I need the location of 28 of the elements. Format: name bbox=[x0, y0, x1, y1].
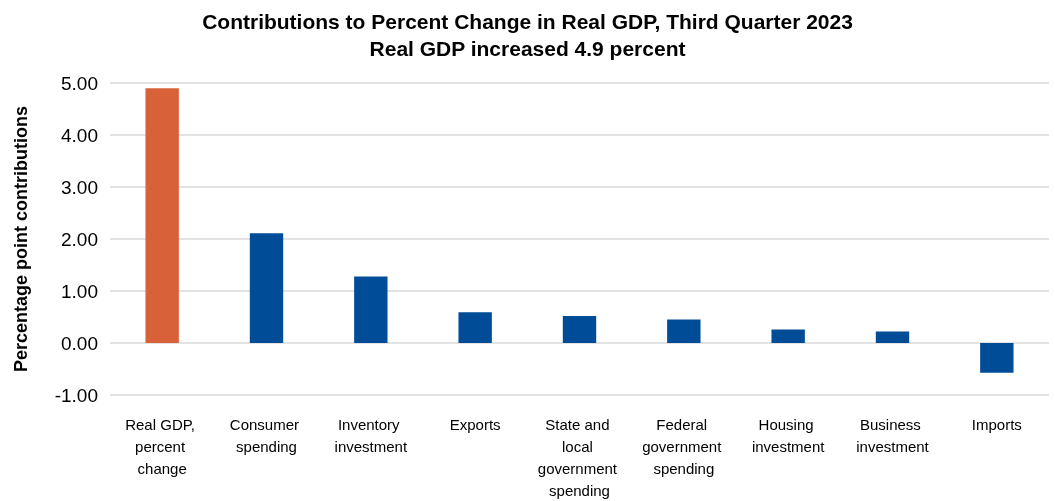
bar bbox=[458, 312, 492, 343]
x-tick-label: Housing investment bbox=[751, 415, 826, 455]
chart-title: Contributions to Percent Change in Real GDP, Third Quarter 2023 bbox=[202, 10, 853, 33]
bar bbox=[667, 319, 701, 343]
bar bbox=[354, 276, 388, 343]
bar bbox=[980, 343, 1014, 373]
y-axis-title: Percentage point contributions bbox=[11, 105, 31, 373]
y-tick-label: 3.00 bbox=[61, 176, 98, 198]
bar bbox=[562, 315, 597, 343]
x-tick-label: Federal government spending bbox=[642, 415, 726, 477]
y-tick-label: 2.00 bbox=[61, 228, 98, 250]
y-tick-label: 5.00 bbox=[61, 72, 98, 94]
y-tick-label: 0.00 bbox=[61, 332, 98, 354]
y-tick-label: -1.00 bbox=[54, 384, 98, 406]
chart-subtitle: Real GDP increased 4.9 percent bbox=[369, 37, 686, 60]
x-tick-label: Imports bbox=[971, 415, 1022, 433]
x-tick-label: Real GDP, percent change bbox=[125, 415, 200, 477]
bar bbox=[875, 331, 910, 343]
y-tick-label: 1.00 bbox=[61, 280, 98, 302]
x-tick-label: Consumer spending bbox=[229, 415, 304, 455]
bar bbox=[771, 329, 805, 343]
x-tick-label: State and local government spending bbox=[537, 415, 622, 499]
x-tick-label: Inventory investment bbox=[334, 415, 408, 455]
bar bbox=[145, 88, 179, 343]
x-tick-label: Business investment bbox=[856, 415, 930, 455]
y-tick-label: 4.00 bbox=[61, 124, 98, 146]
x-tick-label: Exports bbox=[449, 415, 501, 433]
bar bbox=[249, 233, 284, 343]
